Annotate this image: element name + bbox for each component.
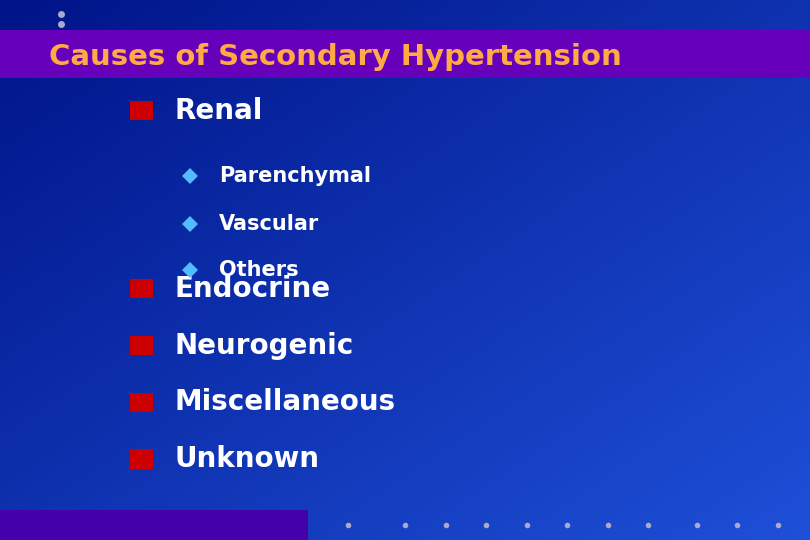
FancyBboxPatch shape	[130, 393, 153, 412]
Text: Miscellaneous: Miscellaneous	[174, 388, 395, 416]
Text: Vascular: Vascular	[219, 214, 319, 234]
FancyBboxPatch shape	[0, 30, 810, 78]
Text: Endocrine: Endocrine	[174, 275, 330, 303]
FancyBboxPatch shape	[130, 336, 153, 355]
Text: Neurogenic: Neurogenic	[174, 332, 353, 360]
FancyBboxPatch shape	[130, 279, 153, 299]
Text: Parenchymal: Parenchymal	[219, 165, 371, 186]
FancyBboxPatch shape	[130, 101, 153, 120]
FancyBboxPatch shape	[130, 449, 153, 469]
Text: Renal: Renal	[174, 97, 262, 125]
FancyBboxPatch shape	[0, 510, 308, 540]
Text: Others: Others	[219, 260, 298, 280]
Text: Unknown: Unknown	[174, 445, 319, 473]
Text: Causes of Secondary Hypertension: Causes of Secondary Hypertension	[49, 43, 621, 71]
